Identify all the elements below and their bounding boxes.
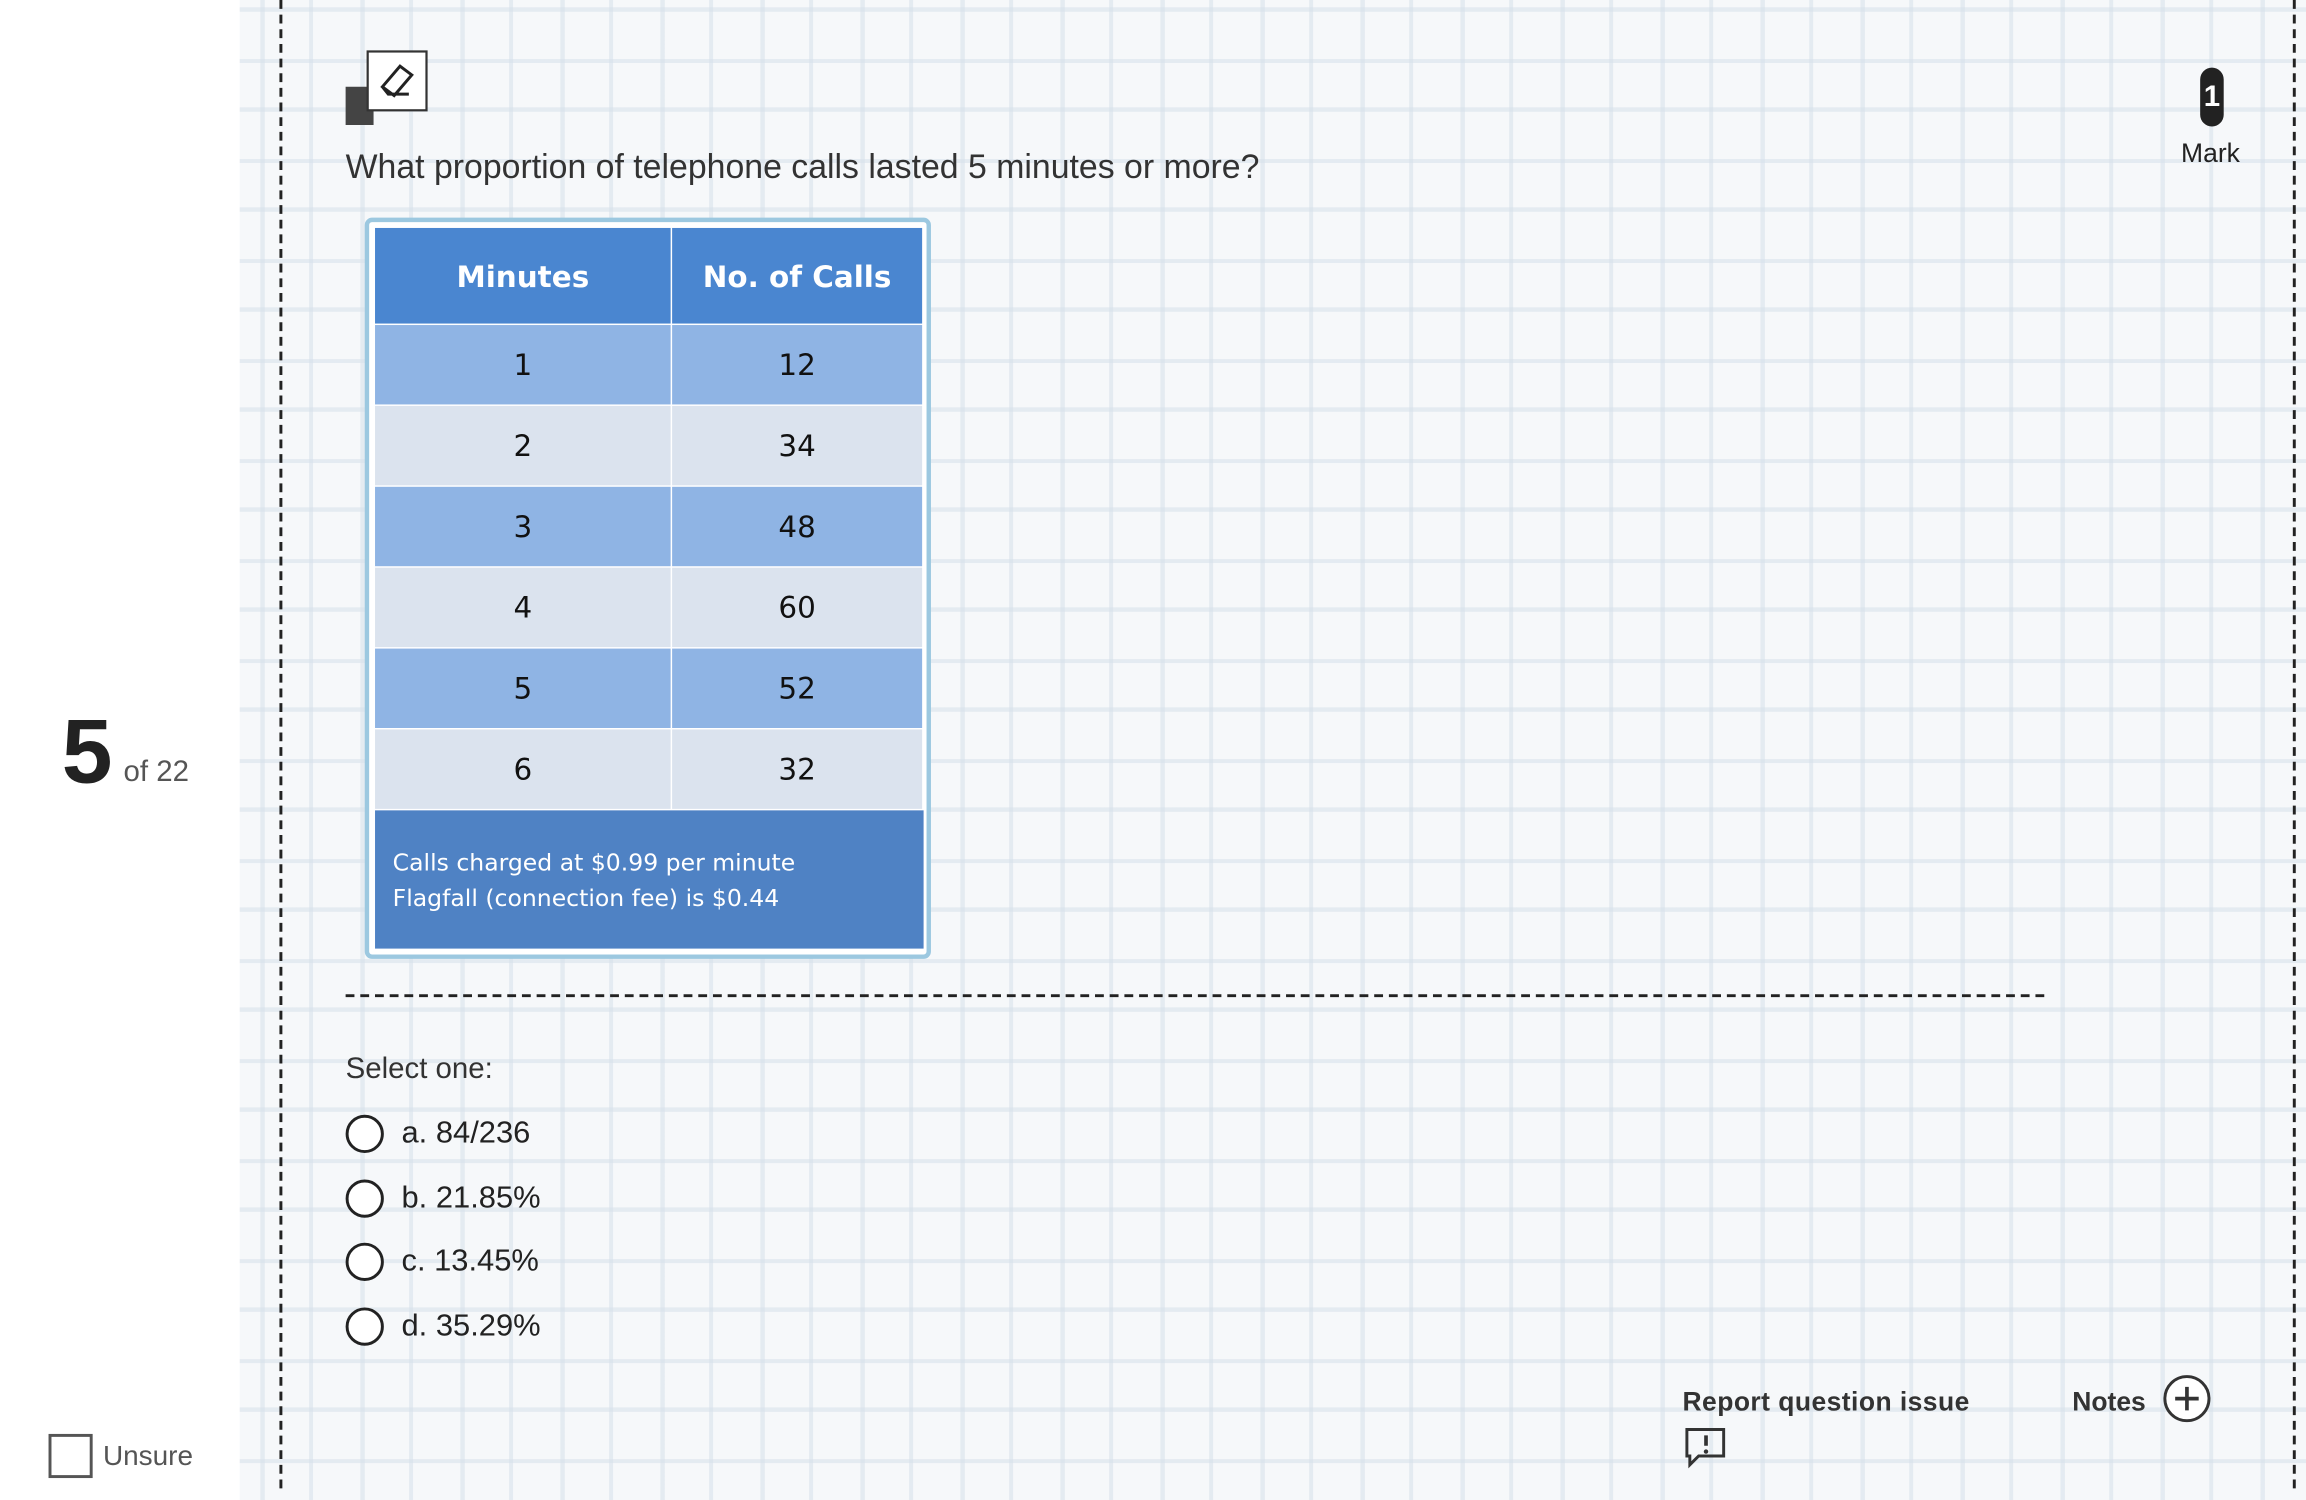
option-label[interactable]: d. 35.29% (401, 1308, 541, 1343)
question-text: What proportion of telephone calls laste… (345, 147, 1260, 186)
unsure-checkbox[interactable] (48, 1433, 93, 1479)
table-footer: Calls charged at $0.99 per minute Flagfal… (375, 810, 924, 949)
footer-line: Calls charged at $0.99 per minute (392, 848, 796, 877)
mark-label: Mark (2181, 138, 2240, 168)
divider (2292, 0, 2296, 1489)
table-cell: 60 (672, 567, 923, 648)
radio-button[interactable] (345, 1307, 384, 1346)
question-number: 5 (61, 701, 113, 804)
notes-icon[interactable] (2162, 1374, 2212, 1424)
question-total: of 22 (123, 755, 189, 789)
report-link[interactable]: Report question issue (1682, 1386, 1970, 1417)
option[interactable]: d. 35.29% (345, 1305, 541, 1349)
table-cell: 3 (375, 486, 671, 567)
table-cell: 32 (672, 729, 923, 809)
table-cell: 4 (375, 567, 671, 648)
radio-button[interactable] (345, 1242, 384, 1281)
table-header: No. of Calls (672, 227, 923, 324)
table-cell: 5 (375, 648, 671, 728)
notes-link[interactable]: Notes (2072, 1386, 2146, 1417)
flag-icon[interactable] (344, 49, 432, 128)
option[interactable]: b. 21.85% (345, 1177, 541, 1221)
table-cell: 48 (672, 486, 923, 567)
radio-button[interactable] (345, 1179, 384, 1218)
separator (345, 994, 2045, 998)
table-cell: 2 (375, 405, 671, 486)
table-cell: 34 (672, 405, 923, 486)
table-cell: 6 (375, 729, 671, 809)
option-label[interactable]: c. 13.45% (401, 1244, 539, 1279)
mark-value: 1 (2200, 67, 2224, 127)
option-label[interactable]: a. 84/236 (401, 1116, 531, 1151)
radio-button[interactable] (345, 1114, 384, 1154)
footer-line: Flagfall (connection fee) is $0.44 (392, 883, 780, 912)
report-icon[interactable] (1684, 1427, 1728, 1471)
option[interactable]: a. 84/236 (345, 1112, 531, 1156)
prompt: Select one: (345, 1053, 493, 1086)
divider (279, 0, 283, 1489)
option[interactable]: c. 13.45% (345, 1240, 539, 1284)
table-header: Minutes (375, 227, 671, 324)
unsure-label[interactable]: Unsure (102, 1441, 194, 1473)
table-cell: 52 (672, 648, 923, 728)
table-cell: 1 (375, 325, 671, 405)
table-cell: 12 (672, 325, 923, 405)
data-table: Minutes No. of Calls 1 12 2 34 3 48 4 60 5 52 6 32 Cal… (364, 217, 931, 959)
option-label[interactable]: b. 21.85% (401, 1180, 541, 1215)
